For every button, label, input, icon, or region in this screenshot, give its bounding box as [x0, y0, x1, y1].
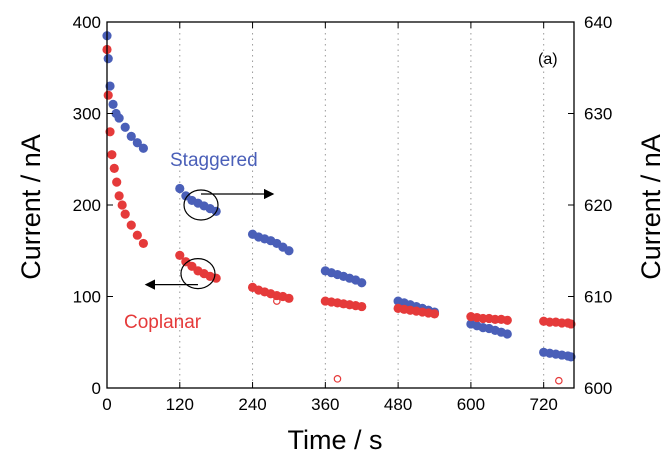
data-point — [109, 163, 119, 173]
data-point — [114, 113, 124, 123]
data-point — [175, 183, 185, 194]
data-point — [112, 177, 122, 187]
data-point — [138, 143, 148, 153]
panel-label: (a) — [538, 51, 558, 68]
data-point — [132, 230, 142, 240]
data-point — [103, 90, 113, 100]
y-right-tick-label: 610 — [584, 288, 612, 307]
grid — [179, 22, 545, 388]
y-right-tick-label: 640 — [584, 13, 612, 32]
data-point — [105, 127, 115, 137]
data-point — [126, 220, 136, 230]
data-point — [126, 131, 136, 141]
data-point — [175, 250, 185, 260]
outlier-point — [273, 297, 281, 305]
data-point — [132, 138, 142, 148]
series-layer — [102, 31, 576, 385]
data-point — [429, 309, 440, 319]
x-axis-title: Time / s — [287, 425, 382, 455]
data-point — [357, 278, 367, 288]
x-tick-label: 0 — [102, 395, 111, 414]
y-left-tick-label: 200 — [73, 196, 101, 215]
y-axis-right-title: Current / nA — [636, 134, 666, 280]
annotations: Staggered Coplanar — [124, 150, 275, 333]
y-right-tick-label: 600 — [584, 379, 612, 398]
x-tick-label: 480 — [384, 395, 412, 414]
data-point — [120, 209, 130, 219]
x-tick-label: 120 — [166, 395, 194, 414]
data-point — [107, 150, 117, 160]
y-left-tick-label: 300 — [73, 105, 101, 124]
series-coplanar — [102, 44, 576, 385]
data-point — [138, 238, 148, 249]
y-right-tick-label: 630 — [584, 105, 612, 124]
outlier-point — [333, 375, 342, 383]
data-point — [117, 200, 127, 210]
outlier-point — [555, 376, 563, 385]
x-tick-label: 360 — [311, 395, 339, 414]
data-point — [105, 81, 115, 91]
data-point — [357, 301, 367, 312]
x-tick-label: 240 — [238, 395, 266, 414]
ticks: 0 120 240 360 480 600 720 0 100 200 300 400 600 610 62… — [73, 13, 613, 414]
y-left-tick-label: 100 — [73, 288, 101, 307]
data-point — [211, 273, 221, 283]
data-point — [103, 54, 113, 64]
x-tick-label: 600 — [457, 395, 485, 414]
staggered-label: Staggered — [170, 150, 258, 171]
data-point — [502, 329, 512, 339]
data-point — [566, 319, 576, 329]
data-point — [108, 99, 118, 109]
x-tick-label: 720 — [529, 395, 557, 414]
data-point — [566, 352, 576, 362]
y-left-tick-label: 0 — [92, 379, 101, 398]
y-left-tick-label: 400 — [73, 13, 101, 32]
coplanar-circle — [180, 258, 216, 290]
staggered-circle — [183, 189, 219, 221]
coplanar-label: Coplanar — [124, 312, 202, 333]
data-point — [114, 191, 124, 201]
y-axis-left-title: Current / nA — [16, 134, 46, 280]
data-point — [502, 315, 512, 325]
data-point — [284, 246, 294, 256]
data-point — [120, 122, 130, 132]
y-right-tick-label: 620 — [584, 196, 612, 215]
data-point — [284, 293, 294, 303]
